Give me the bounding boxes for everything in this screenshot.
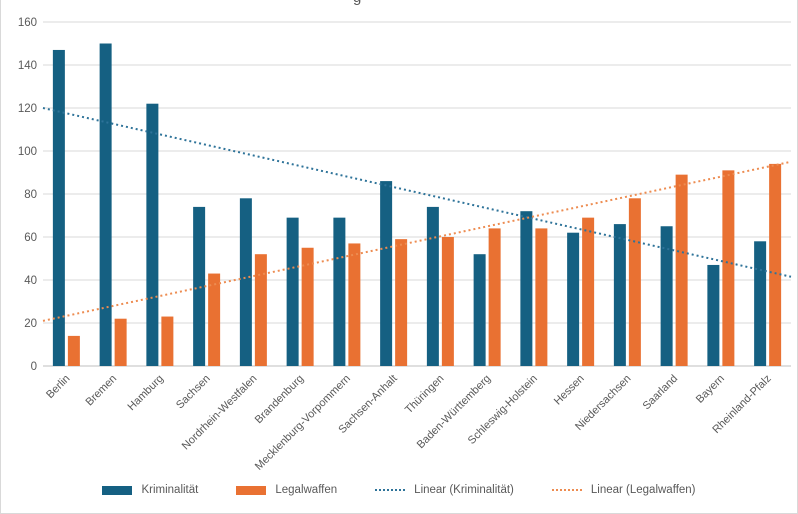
bar-kriminalitaet xyxy=(567,232,580,366)
y-axis-tick-label: 0 xyxy=(31,361,37,373)
bar-legalwaffen xyxy=(769,163,782,366)
bar-kriminalitaet xyxy=(380,181,393,366)
bar-kriminalitaet xyxy=(520,211,533,366)
x-axis-category-label: Hessen xyxy=(552,373,587,408)
bar-kriminalitaet xyxy=(239,198,252,366)
bar-legalwaffen xyxy=(535,228,548,366)
x-axis-category-label: Hamburg xyxy=(126,373,166,413)
bar-kriminalitaet xyxy=(660,226,673,366)
chart-title-fragment: g xyxy=(353,0,377,6)
y-axis-tick-label: 80 xyxy=(24,189,37,201)
legend-item-legalwaffen: Legalwaffen xyxy=(236,484,337,496)
y-axis-tick-label: 160 xyxy=(18,17,37,29)
bar-legalwaffen xyxy=(722,170,735,366)
bar-legalwaffen xyxy=(582,217,595,366)
bar-kriminalitaet xyxy=(426,206,439,366)
bar-legalwaffen xyxy=(675,174,688,366)
bar-kriminalitaet xyxy=(52,49,65,366)
bar-kriminalitaet xyxy=(613,224,626,366)
chart-legend: Kriminalität Legalwaffen Linear (Krimina… xyxy=(1,484,797,496)
legend-label: Linear (Legalwaffen) xyxy=(590,484,696,496)
bar-legalwaffen xyxy=(301,247,314,366)
x-axis-category-label: Mecklenburg-Vorpommern xyxy=(253,373,353,473)
x-axis-category-label: Saarland xyxy=(641,373,681,413)
bar-legalwaffen xyxy=(395,239,408,366)
y-axis-tick-label: 100 xyxy=(18,146,37,158)
legend-label: Kriminalität xyxy=(141,484,199,496)
x-axis-category-label: Berlin xyxy=(44,373,72,401)
y-axis-tick-label: 120 xyxy=(18,103,37,115)
legend-label: Legalwaffen xyxy=(275,484,338,496)
bar-kriminalitaet xyxy=(333,217,346,366)
kriminalitaet-swatch-icon xyxy=(102,485,133,495)
bar-legalwaffen xyxy=(628,198,641,366)
legend-item-linear-legalwaffen: Linear (Legalwaffen) xyxy=(551,484,696,496)
bar-kriminalitaet xyxy=(473,254,486,366)
legend-item-kriminalitaet: Kriminalität xyxy=(102,484,198,496)
linear-legalwaffen-swatch-icon xyxy=(551,489,582,491)
legalwaffen-swatch-icon xyxy=(236,485,267,495)
bar-legalwaffen xyxy=(441,237,454,366)
bar-kriminalitaet xyxy=(754,241,767,366)
bar-kriminalitaet xyxy=(707,264,720,366)
bar-kriminalitaet xyxy=(193,206,206,366)
bar-kriminalitaet xyxy=(146,103,159,366)
y-axis-tick-label: 20 xyxy=(24,318,37,330)
bar-legalwaffen xyxy=(161,316,174,366)
y-axis-tick-label: 140 xyxy=(18,60,37,72)
bar-kriminalitaet xyxy=(99,43,112,366)
legend-label: Linear (Kriminalität) xyxy=(414,484,514,496)
y-axis-tick-label: 60 xyxy=(24,232,37,244)
x-axis-category-label: Sachsen xyxy=(174,373,213,412)
bar-legalwaffen xyxy=(67,335,80,366)
bar-legalwaffen xyxy=(488,228,501,366)
x-axis-category-label: Thüringen xyxy=(403,373,447,417)
linear-kriminalitaet-swatch-icon xyxy=(375,489,406,491)
y-axis-tick-label: 40 xyxy=(24,275,37,287)
bar-legalwaffen xyxy=(114,318,127,366)
legend-item-linear-kriminalitaet: Linear (Kriminalität) xyxy=(375,484,514,496)
x-axis-category-label: Bremen xyxy=(84,373,120,409)
chart-title-cropped: g xyxy=(353,0,377,6)
x-axis-category-label: Bayern xyxy=(694,373,727,406)
bar-kriminalitaet xyxy=(286,217,299,366)
bar-legalwaffen xyxy=(208,273,221,366)
bar-legalwaffen xyxy=(348,243,361,366)
bar-legalwaffen xyxy=(254,254,267,366)
